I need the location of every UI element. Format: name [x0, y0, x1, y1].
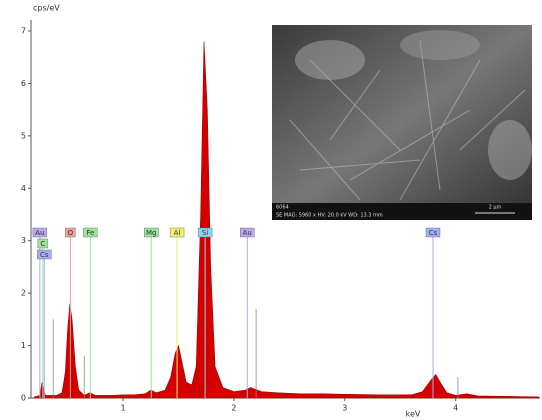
element-box — [37, 238, 49, 249]
image-id: 6064 — [276, 205, 289, 211]
element-marker: Au — [240, 227, 255, 398]
sem-image: 6064 SE MAG: 5960 x HV: 20.0 kV WD: 13.3… — [272, 25, 532, 220]
element-marker: Al — [169, 227, 185, 398]
element-box — [240, 227, 255, 238]
element-box — [37, 249, 52, 260]
element-label: O — [68, 229, 74, 237]
element-label: Fe — [86, 229, 94, 237]
element-box — [169, 227, 185, 238]
element-label: Al — [174, 229, 181, 237]
x-tick-label: 2 — [231, 404, 236, 413]
y-tick-label: 3 — [21, 236, 26, 245]
element-box — [144, 227, 159, 238]
element-label: Si — [202, 229, 208, 237]
x-tick-label: 1 — [120, 404, 125, 413]
scale-bar-label: 2 μm — [489, 205, 502, 211]
element-label: Cs — [40, 251, 49, 259]
x-tick-label: 4 — [453, 404, 458, 413]
element-label: Au — [35, 229, 44, 237]
y-tick-label: 6 — [21, 79, 26, 88]
y-tick-label: 0 — [21, 394, 26, 403]
element-marker: Au — [32, 227, 48, 398]
y-tick-label: 5 — [21, 131, 26, 140]
element-label: Cs — [429, 229, 438, 237]
element-marker: O — [65, 227, 76, 398]
element-marker: Cs — [37, 249, 52, 398]
y-tick-label: 2 — [21, 289, 26, 298]
element-marker: Cs — [425, 227, 441, 398]
element-box — [65, 227, 76, 238]
element-marker: C — [37, 238, 49, 398]
element-box — [197, 227, 213, 238]
element-label: Au — [243, 229, 252, 237]
fibers — [289, 39, 526, 201]
spectrum — [34, 41, 540, 399]
element-box — [32, 227, 48, 238]
y-tick-label: 1 — [21, 341, 26, 350]
element-marker: Fe — [83, 227, 98, 398]
image-caption: SE MAG: 5960 x HV: 20.0 kV WD: 13.3 mm — [276, 213, 383, 219]
y-tick-label: 7 — [21, 27, 26, 36]
x-axis-label: keV — [406, 410, 421, 419]
y-tick-label: 4 — [21, 184, 26, 193]
y-axis-label: cps/eV — [33, 4, 60, 13]
element-box — [83, 227, 98, 238]
element-marker: Si — [197, 227, 213, 398]
x-tick-label: 3 — [342, 404, 347, 413]
element-box — [425, 227, 441, 238]
element-marker: Mg — [144, 227, 159, 398]
element-label: Mg — [146, 229, 156, 237]
element-label: C — [40, 240, 45, 248]
